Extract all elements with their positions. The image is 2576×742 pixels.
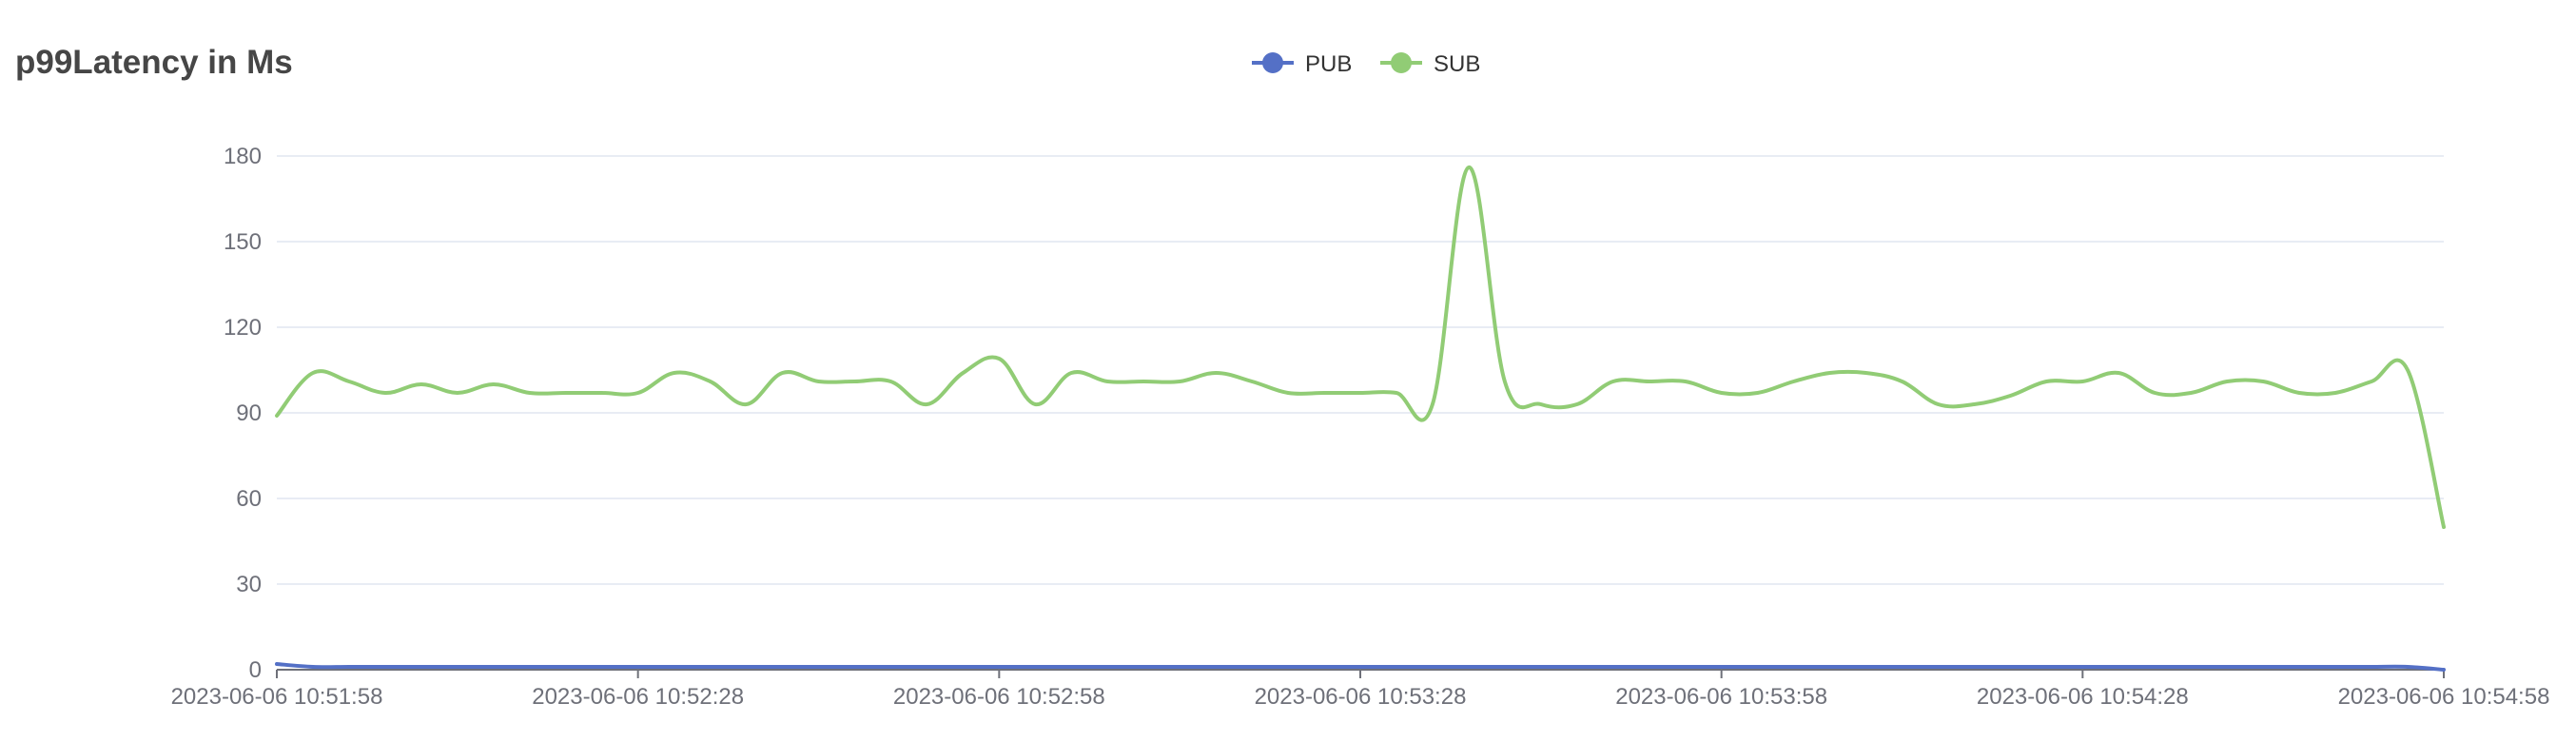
x-tick-label: 2023-06-06 10:52:58 [893,684,1105,710]
x-tick-label: 2023-06-06 10:53:58 [1615,684,1827,710]
legend-item-sub[interactable]: SUB [1380,51,1480,77]
series-line-sub [275,165,2446,529]
legend[interactable]: PUB SUB [1252,51,1480,77]
x-tick-label: 2023-06-06 10:51:58 [171,684,383,710]
legend-marker-icon [1391,52,1412,73]
legend-item-pub[interactable]: PUB [1252,51,1352,77]
x-tick-label: 2023-06-06 10:53:28 [1255,684,1467,710]
x-axis: 2023-06-06 10:51:58 2023-06-06 10:52:28 20… [171,669,2550,710]
grid-lines [277,155,2444,585]
legend-marker-icon [1262,52,1283,73]
x-tick-label: 2023-06-06 10:54:28 [1977,684,2189,710]
y-tick-label: 0 [249,657,262,683]
legend-label: SUB [1434,51,1480,77]
y-tick-label: 150 [224,229,262,255]
x-tick-label: 2023-06-06 10:52:28 [532,684,744,710]
y-tick-label: 120 [224,315,262,341]
y-axis: 0 30 60 90 120 150 180 [224,144,262,683]
series-line-pub [275,662,2446,672]
y-tick-label: 30 [236,572,262,597]
y-tick-label: 180 [224,144,262,169]
legend-label: PUB [1305,51,1352,77]
y-tick-label: 60 [236,486,262,512]
series-lines [275,165,2446,672]
y-tick-label: 90 [236,400,262,426]
chart-title: p99Latency in Ms [15,44,293,81]
x-tick-label: 2023-06-06 10:54:58 [2338,684,2550,710]
